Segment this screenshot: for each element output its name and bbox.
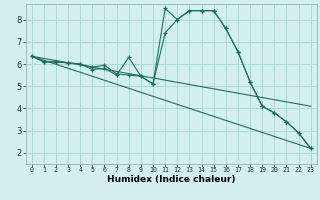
X-axis label: Humidex (Indice chaleur): Humidex (Indice chaleur) (107, 175, 236, 184)
